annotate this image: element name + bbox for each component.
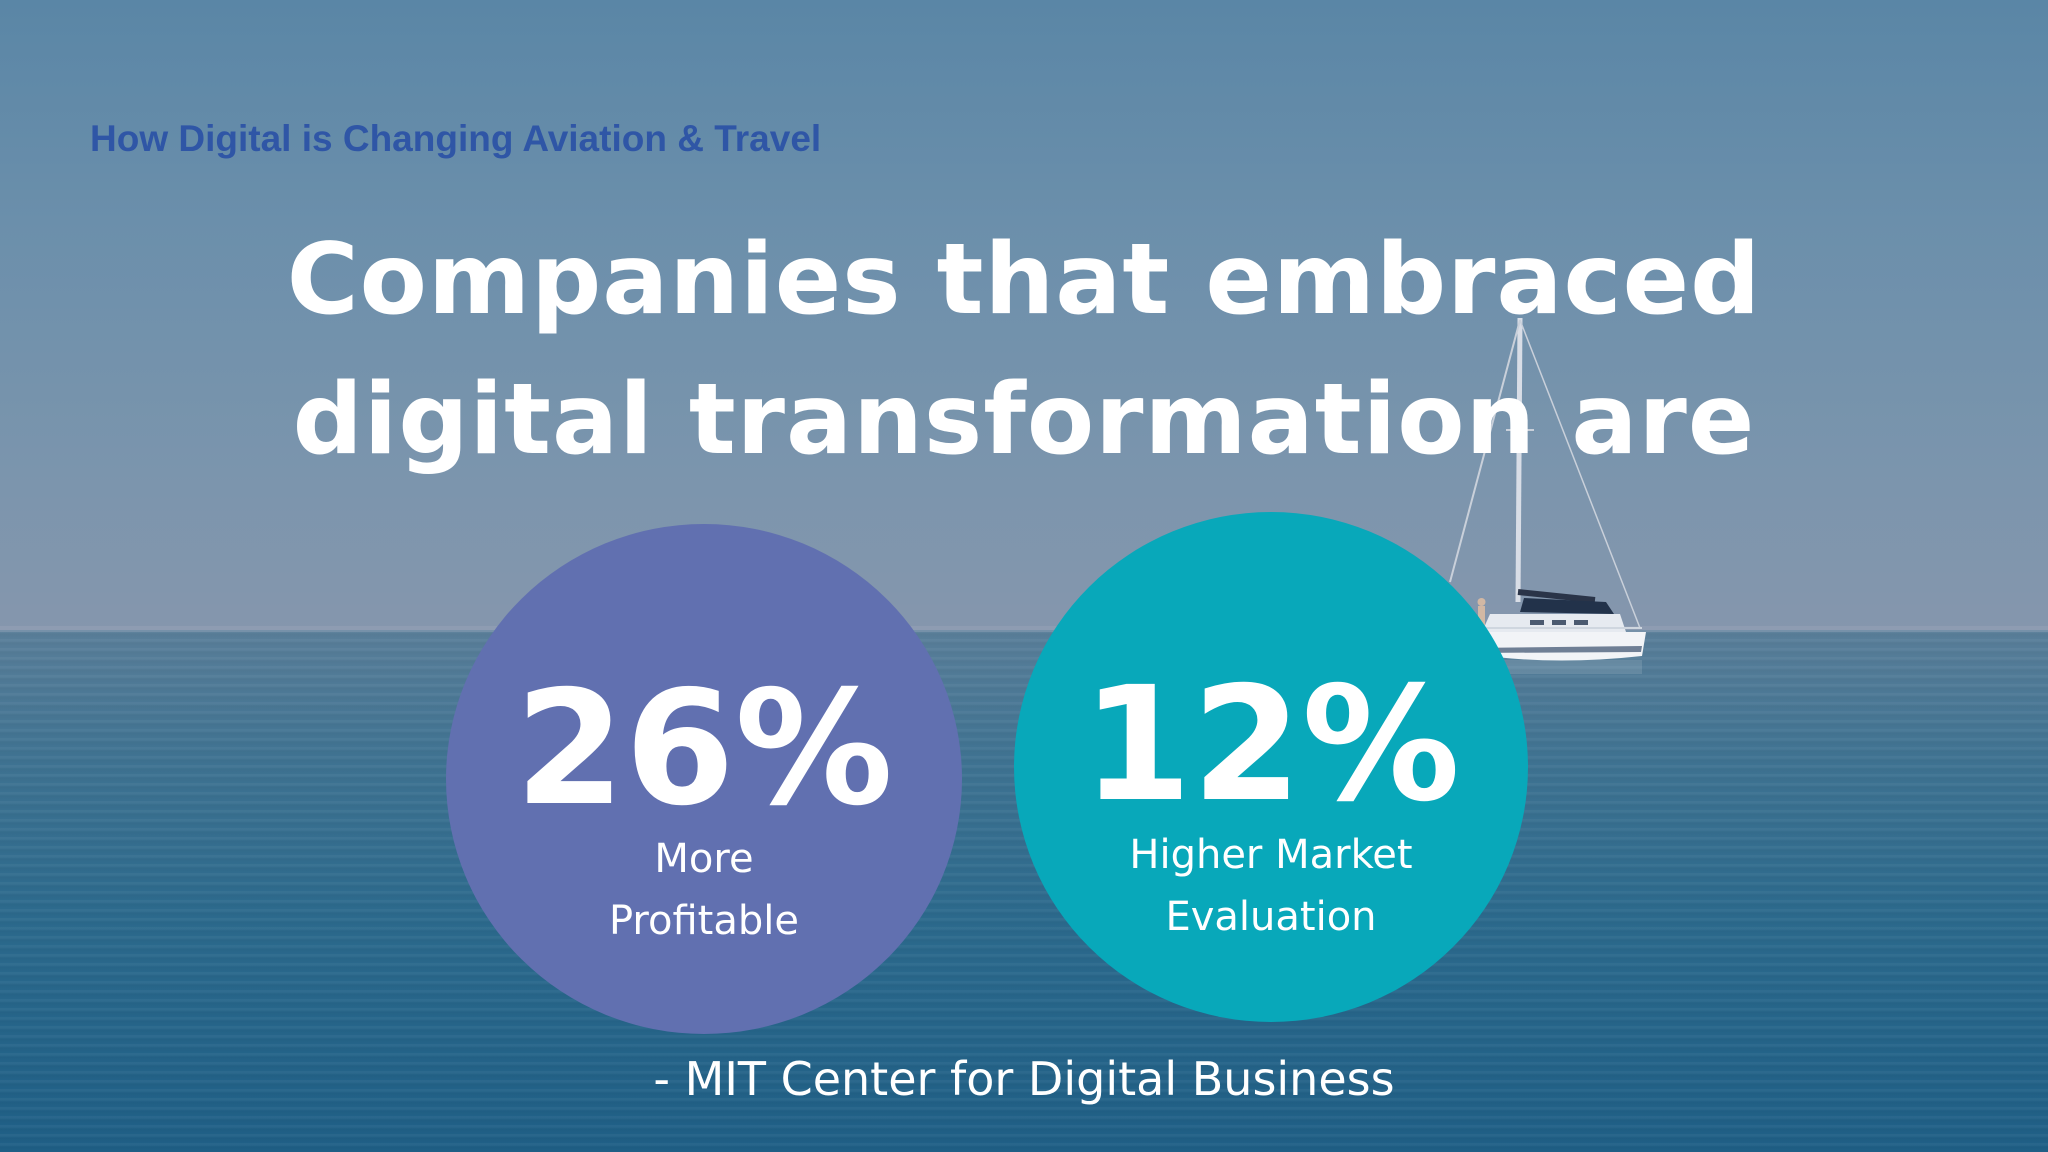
sailboat-icon: [1449, 317, 1646, 674]
headline-line-2: digital transformation are: [292, 363, 1756, 477]
headline-line-1: Companies that embraced: [286, 223, 1762, 337]
presentation-subtitle: How Digital is Changing Aviation & Trave…: [90, 118, 822, 159]
stat-label: Higher Market Evaluation: [1014, 824, 1528, 948]
stat-value: 26%: [514, 657, 894, 841]
stat-circle-profitability: 26% More Profitable: [446, 524, 962, 1034]
stat-label-line-2: Profitable: [609, 898, 799, 944]
source-attribution: - MIT Center for Digital Business: [653, 1052, 1395, 1106]
stat-circle-market-evaluation: 12% Higher Market Evaluation: [1014, 512, 1528, 1022]
stat-label: More Profitable: [446, 828, 962, 952]
sky-background: [0, 0, 2048, 630]
stat-value: 12%: [1081, 653, 1461, 837]
headline: Companies that embraced digital transfor…: [224, 210, 1824, 490]
stat-label-line-1: More: [654, 836, 754, 882]
stat-label-line-1: Higher Market: [1129, 832, 1413, 878]
horizon-line: [0, 626, 2048, 632]
stat-label-line-2: Evaluation: [1165, 894, 1377, 940]
